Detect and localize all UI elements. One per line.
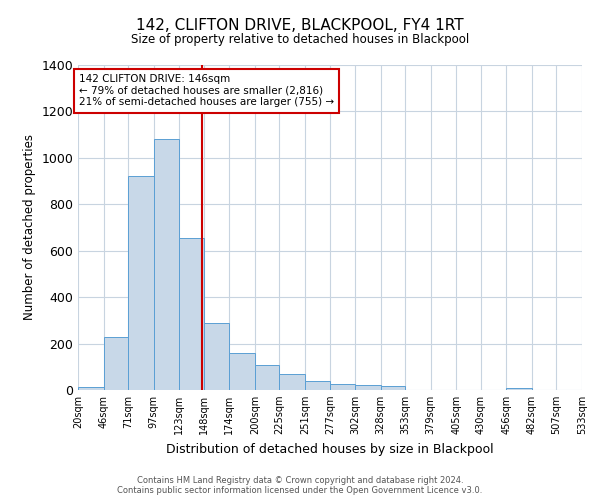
Bar [154,140,179,390]
X-axis label: Distribution of detached houses by size in Blackpool: Distribution of detached houses by size … [166,442,494,456]
Text: Size of property relative to detached houses in Blackpool: Size of property relative to detached ho… [131,32,469,46]
Bar [355,386,380,390]
Bar [280,374,305,390]
Bar [380,386,405,390]
Bar [104,337,128,390]
Bar [506,388,532,390]
Bar [255,365,280,390]
Bar [128,176,154,390]
Text: Contains HM Land Registry data © Crown copyright and database right 2024.
Contai: Contains HM Land Registry data © Crown c… [118,476,482,495]
Bar [179,238,204,390]
Bar [305,380,331,390]
Bar [78,386,104,390]
Y-axis label: Number of detached properties: Number of detached properties [23,134,36,320]
Text: 142, CLIFTON DRIVE, BLACKPOOL, FY4 1RT: 142, CLIFTON DRIVE, BLACKPOOL, FY4 1RT [136,18,464,32]
Text: 142 CLIFTON DRIVE: 146sqm
← 79% of detached houses are smaller (2,816)
21% of se: 142 CLIFTON DRIVE: 146sqm ← 79% of detac… [79,74,334,108]
Bar [229,354,255,390]
Bar [204,322,229,390]
Bar [331,384,355,390]
